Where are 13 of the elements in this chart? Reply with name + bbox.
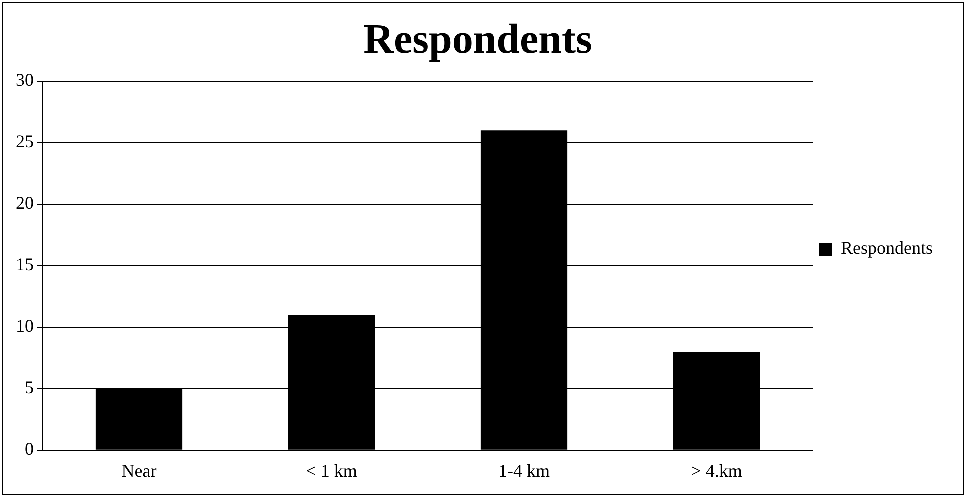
- y-tick-label: 0: [25, 439, 34, 460]
- legend-label: Respondents: [841, 238, 934, 258]
- x-tick-label: Near: [122, 460, 157, 481]
- chart-title: Respondents: [364, 17, 592, 64]
- y-tick-label: 10: [16, 316, 34, 336]
- y-tick-label: 15: [16, 254, 34, 275]
- y-tick-label: 5: [25, 378, 34, 398]
- x-tick-label: > 4.km: [691, 460, 742, 481]
- y-tick-label: 30: [16, 70, 34, 90]
- y-tick-label: 25: [16, 132, 34, 152]
- x-tick-label: 1-4 km: [498, 460, 550, 481]
- x-tick-label: < 1 km: [306, 460, 358, 481]
- y-tick-label: 20: [16, 193, 34, 214]
